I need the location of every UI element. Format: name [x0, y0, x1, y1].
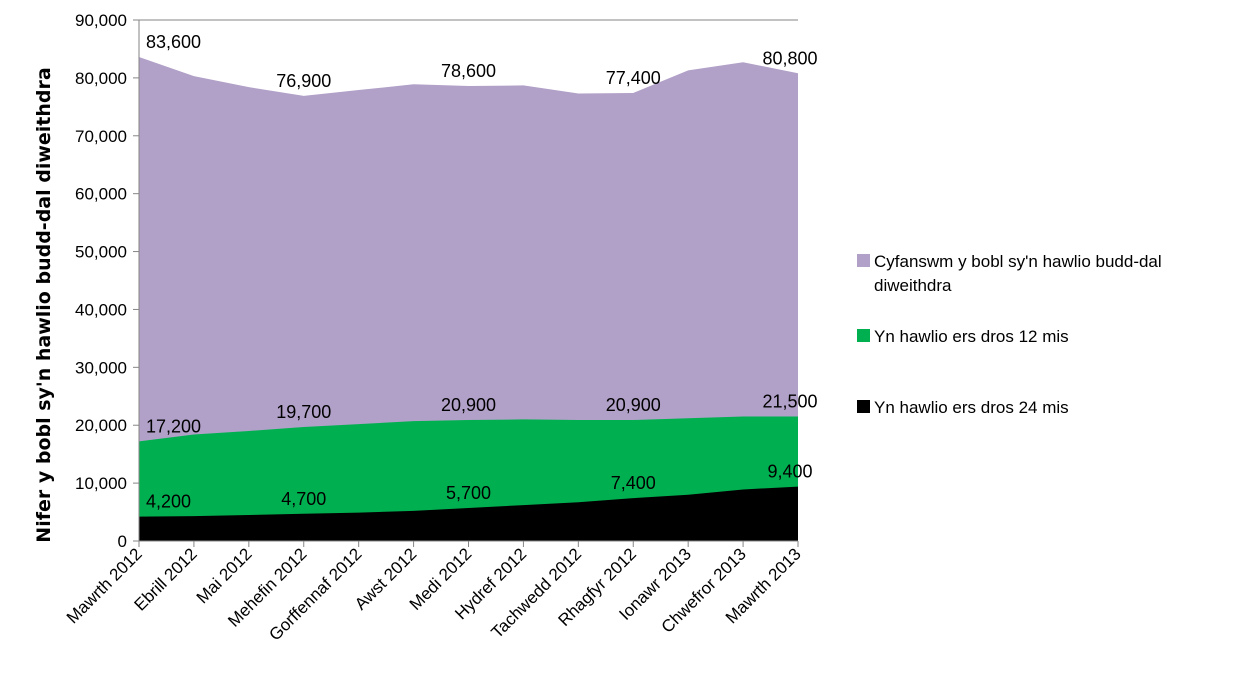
y-tick-label: 40,000: [75, 300, 127, 319]
y-tick-label: 20,000: [75, 416, 127, 435]
y-tick-label: 50,000: [75, 243, 127, 262]
data-labels: 83,600 76,900 78,600 77,400 80,800 17,200 19,7…: [146, 32, 818, 512]
legend-item-total: Cyfanswm y bobl sy'n hawlio budd-dal diw…: [857, 250, 1174, 298]
data-label-over-12-months: 21,500: [762, 392, 817, 412]
data-label-total: 78,600: [441, 61, 496, 81]
data-label-over-12-months: 19,700: [276, 402, 331, 422]
legend-swatch-24-months: [857, 400, 870, 413]
data-label-over-24-months: 4,700: [281, 489, 326, 509]
area-over-24-months: [139, 486, 798, 541]
data-label-over-12-months: 20,900: [441, 395, 496, 415]
data-label-over-24-months: 4,200: [146, 492, 191, 512]
data-label-over-24-months: 5,700: [446, 483, 491, 503]
y-tick-label: 10,000: [75, 474, 127, 493]
y-tick-label: 60,000: [75, 185, 127, 204]
x-tick-label: Mawrth 2012: [63, 544, 146, 627]
data-label-total: 80,800: [762, 48, 817, 68]
y-tick-label: 0: [118, 532, 127, 551]
y-tick-label: 80,000: [75, 69, 127, 88]
data-label-total: 83,600: [146, 32, 201, 52]
legend-item-12-months: Yn hawlio ers dros 12 mis: [857, 325, 1174, 349]
chart-areas: [139, 57, 798, 541]
legend-label-total: Cyfanswm y bobl sy'n hawlio budd-dal diw…: [874, 252, 1162, 295]
y-axis-title: Nifer y bobl sy'n hawlio budd-dal diweit…: [33, 67, 55, 542]
y-tick-label: 90,000: [75, 11, 127, 30]
x-tick-label: Gorffennaf 2012: [265, 544, 365, 644]
legend-swatch-total: [857, 254, 870, 267]
legend-swatch-12-months: [857, 329, 870, 342]
legend-item-24-months: Yn hawlio ers dros 24 mis: [857, 396, 1174, 420]
data-label-over-12-months: 17,200: [146, 416, 201, 436]
data-label-over-24-months: 9,400: [767, 462, 812, 482]
y-tick-label: 70,000: [75, 127, 127, 146]
data-label-total: 77,400: [606, 68, 661, 88]
data-label-total: 76,900: [276, 71, 331, 91]
legend-label-24-months: Yn hawlio ers dros 24 mis: [874, 398, 1069, 417]
legend-label-12-months: Yn hawlio ers dros 12 mis: [874, 327, 1069, 346]
y-tick-label: 30,000: [75, 358, 127, 377]
data-label-over-24-months: 7,400: [611, 473, 656, 493]
data-label-over-12-months: 20,900: [606, 395, 661, 415]
